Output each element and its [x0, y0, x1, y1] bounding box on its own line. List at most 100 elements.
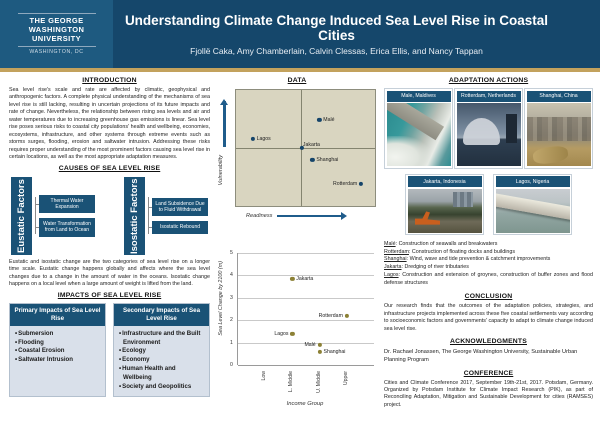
- note-city-lagos: Lagos: [384, 271, 399, 278]
- causes-heading: CAUSES OF SEA LEVEL RISE: [58, 164, 161, 172]
- note-jakarta: Jakarta: Dredging of river tributaries: [384, 264, 593, 272]
- primary-impacts-title: Primary Impacts of Sea Level Rise: [10, 303, 105, 326]
- conclusion-text: Our research finds that the outcomes of …: [384, 303, 593, 332]
- photo-label-rotterdam: Rotterdam, Netherlands: [456, 90, 521, 102]
- gold-accent-bar: [0, 68, 600, 72]
- secondary-impacts-title: Secondary Impacts of Sea Level Rise: [114, 303, 209, 326]
- rotterdam-floating-pavilion-photo: [456, 103, 521, 166]
- conclusion-heading: CONCLUSION: [464, 293, 513, 301]
- note-text-rotterdam: : Construction of floating docks and bui…: [408, 248, 516, 255]
- cause-box-isostatic-rebound: Isostatic Rebound: [148, 221, 208, 234]
- impact-item: Society and Geopolitics: [119, 383, 205, 392]
- introduction-heading: INTRODUCTION: [82, 77, 137, 84]
- photo-card-jakarta: Jakarta, Indonesia: [405, 173, 484, 235]
- x-tick-label-Low: Low: [261, 371, 268, 381]
- data-point-Rotterdam: Rotterdam: [319, 313, 349, 319]
- photo-card-male: Male, Maldives: [384, 88, 453, 169]
- data-point-label: Jakarta: [296, 275, 314, 282]
- data-point-label: Rotterdam: [332, 180, 358, 187]
- photo-label-lagos: Lagos, Nigeria: [495, 176, 570, 187]
- primary-impacts-box: Primary Impacts of Sea Level Rise Submer…: [9, 302, 106, 397]
- acknowledgments-text: Dr. Rachael Jonassen, The George Washing…: [384, 349, 578, 364]
- gridline-y-1: [238, 342, 374, 344]
- impacts-heading: IMPACTS OF SEA LEVEL RISE: [57, 291, 162, 299]
- left-column: INTRODUCTION Sea level rise's scale and …: [9, 74, 210, 397]
- quadrant-plot-area: Malé Lagos Jakarta Shanghai Rotterdam: [235, 89, 376, 207]
- sea-level-income-chart: Sea Level Change by 2100 (m) 0 1 2 3 4 5 Jakar…: [216, 249, 378, 417]
- impact-item: Infrastructure and the Built Environment: [119, 330, 205, 348]
- primary-impacts-list: Submersion Flooding Coastal Erosion Salt…: [10, 326, 105, 369]
- isostatic-children: Land Subsidence Due to Fluid Withdrawal …: [148, 177, 208, 255]
- gwu-logo-line1: THE GEORGE: [29, 15, 84, 25]
- data-point-Malé: Malé: [304, 342, 322, 348]
- adaptation-notes: Malé: Construction of seawalls and break…: [384, 241, 593, 287]
- data-point-label: Rotterdam: [318, 312, 343, 319]
- adaptation-heading: ADAPTATION ACTIONS: [448, 77, 529, 84]
- impact-item: Human Health and Wellbeing: [119, 365, 205, 383]
- note-text-shanghai: : Wind, wave and tide prevention & catch…: [406, 256, 551, 263]
- data-point-label: Lagos: [274, 330, 289, 337]
- gridline-y-0: [238, 365, 374, 366]
- photo-card-rotterdam: Rotterdam, Netherlands: [454, 88, 523, 169]
- secondary-impacts-list: Infrastructure and the Built Environment…: [114, 326, 209, 396]
- data-point-Malé: Malé: [317, 117, 335, 123]
- gwu-logo-text: THE GEORGE WASHINGTON UNIVERSITY WASHING…: [17, 12, 96, 55]
- secondary-impacts-box: Secondary Impacts of Sea Level Rise Infr…: [113, 302, 210, 397]
- quadrant-y-axis-label: Vulnerability: [218, 155, 224, 186]
- note-rotterdam: Rotterdam: Construction of floating dock…: [384, 249, 593, 257]
- data-point-label: Malé: [323, 117, 335, 124]
- lagos-groyne-photo: [495, 188, 570, 233]
- y-tick-label: 3: [230, 294, 233, 301]
- note-city-shanghai: Shanghai: [384, 256, 407, 263]
- y-tick-label: 0: [230, 362, 233, 368]
- y-tick-label: 2: [230, 317, 233, 324]
- data-point-Shanghai: Shanghai: [317, 349, 345, 355]
- data-point-label: Shanghai: [316, 156, 339, 163]
- impact-item: Coastal Erosion: [15, 347, 101, 356]
- note-shanghai: Shanghai: Wind, wave and tide prevention…: [384, 256, 593, 264]
- readiness-arrow-icon: [277, 212, 348, 220]
- gwu-logo-line3: UNIVERSITY: [31, 34, 81, 44]
- isostatic-factors-box: Isostatic Factors: [124, 176, 145, 255]
- male-seawall-photo: [386, 103, 451, 166]
- impact-item: Economy: [119, 356, 205, 365]
- data-point-Lagos: Lagos: [274, 331, 295, 337]
- gwu-logo-line2: WASHINGTON: [28, 25, 85, 35]
- eustatic-factors-box: Eustatic Factors: [11, 176, 32, 255]
- vulnerability-arrow-icon: [220, 99, 228, 147]
- y-tick-label: 1: [230, 339, 233, 346]
- conference-heading: CONFERENCE: [463, 369, 514, 377]
- y-tick-label: 5: [230, 250, 233, 256]
- photo-label-shanghai: Shanghai, China: [526, 90, 591, 102]
- cause-box-land-subsidence: Land Subsidence Due to Fluid Withdrawal: [148, 197, 208, 217]
- scatter-y-axis-label: Sea Level Change by 2100 (m): [218, 261, 224, 336]
- x-tick-label-L. Middle: L. Middle: [288, 371, 295, 393]
- data-point-label: Lagos: [256, 135, 271, 142]
- header-title-block: Understanding Climate Change Induced Sea…: [113, 0, 600, 68]
- scatter-x-tick-labels: Low L. Middle U. Middle Upper: [237, 371, 373, 397]
- data-point-label: Jakarta: [302, 141, 320, 148]
- photo-label-male: Male, Maldives: [386, 90, 451, 102]
- scatter-x-axis-label: Income Group: [286, 401, 324, 407]
- gridline-y-5: [238, 253, 374, 254]
- header-banner: THE GEORGE WASHINGTON UNIVERSITY WASHING…: [0, 0, 600, 68]
- poster-title: Understanding Climate Change Induced Sea…: [124, 12, 549, 43]
- impact-item: Ecology: [119, 347, 205, 356]
- y-tick-label: 4: [230, 272, 233, 279]
- causes-diagram: Eustatic Factors Thermal Water Expansion…: [11, 176, 208, 255]
- gridline-y-3: [238, 297, 374, 299]
- acknowledgments-heading: ACKNOWLEDGMENTS: [449, 338, 527, 346]
- data-point-label: Shanghai: [323, 348, 346, 355]
- isostatic-factors-group: Isostatic Factors Land Subsidence Due to…: [124, 176, 208, 255]
- data-point-Shanghai: Shanghai: [310, 157, 338, 163]
- quadrant-x-axis-label: Readiness: [246, 213, 273, 219]
- photo-card-lagos: Lagos, Nigeria: [493, 173, 572, 235]
- data-point-Lagos: Lagos: [250, 136, 271, 142]
- eustatic-factors-group: Eustatic Factors Thermal Water Expansion…: [11, 176, 95, 255]
- gwu-logo: THE GEORGE WASHINGTON UNIVERSITY WASHING…: [0, 0, 113, 68]
- gwu-logo-main: THE GEORGE WASHINGTON UNIVERSITY: [17, 12, 96, 47]
- note-city-jakarta: Jakarta: [384, 264, 402, 271]
- scatter-plot-area: 0 1 2 3 4 5 Jakarta Rotterdam Lagos Malé Shanghai: [230, 250, 374, 368]
- gridline-y-4: [238, 275, 374, 277]
